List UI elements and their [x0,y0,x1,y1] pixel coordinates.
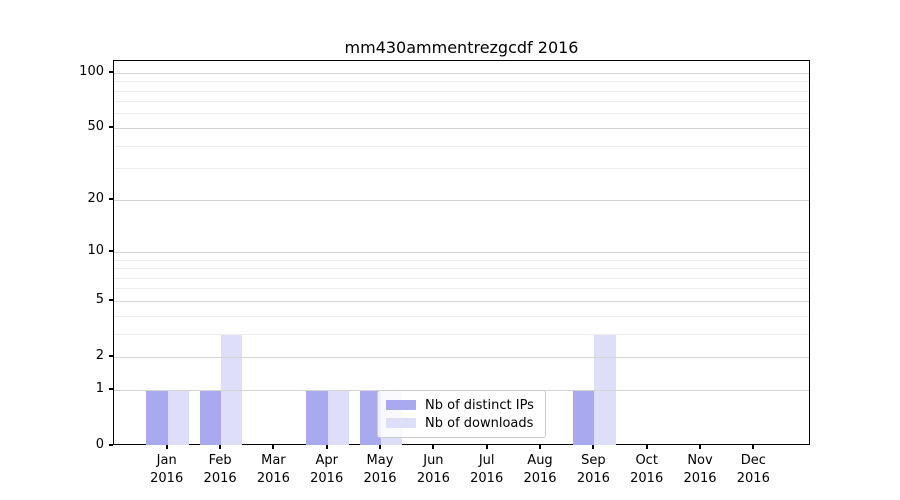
x-axis-tick-may [379,444,381,449]
bar-downloads-feb [221,333,243,445]
y-axis-label-5: 5 [95,291,104,307]
legend-label-distinct-ips: Nb of distinct IPs [425,397,534,413]
legend-item-distinct-ips: Nb of distinct IPs [386,398,537,413]
y-axis-label-1: 1 [95,380,104,396]
x-axis-label-sep: Sep 2016 [576,452,610,486]
gridline-y-3 [114,333,809,335]
gridline-y-4 [114,315,809,317]
gridline-y-50 [114,127,809,129]
x-axis-label-may: May 2016 [363,452,397,486]
y-axis-tick-1 [108,387,113,390]
x-axis-label-mar: Mar 2016 [256,452,290,486]
x-axis-tick-jul [485,444,488,449]
x-axis-tick-jan [165,444,168,449]
plot-area [113,60,810,445]
y-axis-label-20: 20 [87,190,104,206]
x-axis-label-jun: Jun 2016 [416,452,450,486]
gridline-y-7 [114,277,809,279]
legend: Nb of distinct IPs Nb of downloads [377,390,546,438]
gridline-y-100 [114,72,809,74]
bar-distinct-ips-may [359,389,381,445]
y-axis-tick-10 [108,249,113,252]
gridline-y-2 [114,356,809,358]
y-axis-label-100: 100 [79,63,104,79]
gridline-y-40 [114,145,809,147]
x-axis-label-jul: Jul 2016 [470,452,504,486]
y-axis-tick-50 [108,125,113,128]
x-axis-tick-apr [325,444,328,449]
y-axis-tick-100 [108,70,113,73]
bar-downloads-apr [327,389,349,445]
legend-swatch-distinct-ips [386,400,416,410]
x-axis-tick-feb [219,444,222,449]
bar-distinct-ips-feb [199,389,221,445]
bar-distinct-ips-sep [573,389,595,445]
x-axis-label-apr: Apr 2016 [310,452,344,486]
x-axis-label-oct: Oct 2016 [630,452,664,486]
x-axis-tick-mar [272,444,275,449]
gridline-y-9 [114,259,809,261]
x-axis-label-nov: Nov 2016 [683,452,717,486]
y-axis-label-50: 50 [87,118,104,134]
gridline-y-80 [114,90,809,92]
x-axis-label-feb: Feb 2016 [203,452,237,486]
gridline-y-5 [114,300,809,302]
y-axis-label-2: 2 [95,347,104,363]
y-axis-label-10: 10 [87,242,104,258]
x-axis-label-aug: Aug 2016 [523,452,557,486]
x-axis-label-dec: Dec 2016 [736,452,770,486]
x-axis-tick-dec [752,444,755,449]
gridline-y-6 [114,288,809,290]
x-axis-tick-jun [432,444,435,449]
x-axis-tick-oct [645,444,648,449]
y-axis-tick-5 [108,298,113,301]
gridline-y-20 [114,199,809,201]
y-axis-label-0: 0 [95,436,104,452]
gridline-y-30 [114,168,809,170]
x-axis-tick-sep [592,444,595,449]
legend-label-downloads: Nb of downloads [425,415,534,431]
gridline-y-70 [114,101,809,103]
bar-downloads-sep [594,333,616,445]
y-axis-tick-2 [108,354,113,357]
y-axis-tick-20 [108,197,113,200]
gridline-y-10 [114,251,809,253]
bar-distinct-ips-jan [146,389,168,445]
x-axis-tick-nov [699,444,701,449]
bar-distinct-ips-apr [306,389,328,445]
gridline-y-8 [114,268,809,269]
legend-swatch-downloads [386,418,416,428]
bar-downloads-jan [167,389,189,445]
x-axis-label-jan: Jan 2016 [150,452,184,486]
x-axis-tick-aug [539,444,541,449]
gridline-y-90 [114,81,809,83]
legend-item-downloads: Nb of downloads [386,416,537,431]
gridline-y-60 [114,113,809,115]
y-axis-tick-0 [108,443,113,446]
chart-title: mm430ammentrezgcdf 2016 [344,38,579,57]
